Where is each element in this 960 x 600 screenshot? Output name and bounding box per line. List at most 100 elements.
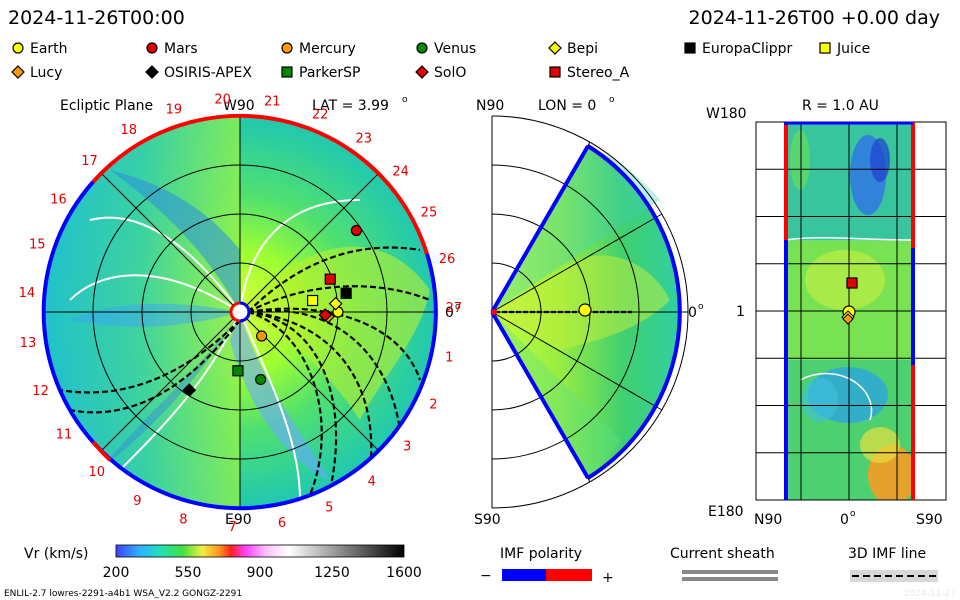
meridional-lon-label: LON = 0 [538, 98, 596, 114]
footer-right: 2024-11-27 [904, 589, 956, 599]
colorbar-tick-label: 900 [247, 565, 274, 581]
object-legend: Earth Mars Mercury Venus Bepi EuropaClippr Jui… [11, 41, 870, 81]
ecliptic-objects [182, 224, 363, 397]
legend-solo-marker [415, 65, 429, 79]
sector-number: 2 [429, 398, 437, 413]
sector-number: 4 [368, 475, 376, 490]
sector-number: 10 [89, 465, 106, 480]
sector-number: 20 [214, 93, 231, 108]
legend-solo-label: SolO [434, 65, 466, 81]
sector-number: 15 [29, 238, 46, 253]
sector-number: 18 [120, 123, 137, 138]
imf-line-title: 3D IMF line [848, 546, 926, 562]
legend-lucy-marker [11, 65, 25, 79]
ecliptic-lat-label: LAT = 3.99 [312, 98, 389, 114]
header-time-right: 2024-11-26T00 +0.00 day [689, 7, 940, 29]
imf-polarity-legend: IMF polarity − + [480, 546, 614, 586]
ecliptic-right-label: 0 [445, 305, 454, 321]
ecliptic-stereo-a-marker [324, 273, 336, 285]
ecliptic-solo-marker [318, 308, 333, 322]
ecliptic-mars-marker [350, 224, 363, 237]
colorbar-tick-label: 1250 [314, 565, 350, 581]
legend-earth-marker [12, 42, 24, 54]
legend-europaclippr-marker [684, 42, 696, 54]
ecliptic-mercury-marker [256, 330, 268, 342]
legend-osiris-apex-marker [145, 65, 159, 79]
imf-polarity-minus: − [480, 568, 492, 584]
sector-number: 3 [403, 440, 411, 455]
sector-number: 23 [355, 131, 372, 146]
legend-parkersp-marker [281, 66, 293, 78]
legend-earth-label: Earth [30, 41, 68, 57]
imf-polarity-title: IMF polarity [500, 546, 582, 562]
legend-europaclippr-label: EuropaClippr [702, 41, 793, 57]
legend-mars-label: Mars [164, 41, 198, 57]
sector-number: 7 [228, 520, 236, 535]
meridional-lon-degree: o [609, 95, 615, 105]
ecliptic-title: Ecliptic Plane [60, 98, 153, 114]
map-panel: R = 1.0 AU W180 1 E180 [706, 98, 947, 528]
legend-juice-marker [819, 42, 831, 54]
footer-left: ENLIL-2.7 lowres-2291-a4b1 WSA_V2.2 GONG… [4, 589, 242, 599]
sector-number: 27 [446, 301, 463, 316]
legend-parkersp-label: ParkerSP [299, 65, 360, 81]
current-sheath-legend: Current sheath [670, 546, 778, 581]
sector-number: 5 [325, 500, 333, 515]
ecliptic-bottom-label: E90 [225, 512, 252, 528]
legend-stereo-a-marker [549, 66, 561, 78]
sector-number: 17 [81, 154, 98, 169]
ecliptic-venus-marker [255, 373, 267, 386]
velocity-colorbar: Vr (km/s) 200 550 900 1250 1600 [24, 544, 422, 581]
colorbar-tick-label: 550 [175, 565, 202, 581]
imf-polarity-plus: + [602, 570, 614, 586]
ecliptic-juice-marker [306, 294, 319, 307]
ecliptic-panel: Ecliptic Plane LAT = 3.99 o [19, 93, 463, 535]
meridional-right-label: 0 [688, 305, 697, 321]
map-title: R = 1.0 AU [802, 98, 879, 114]
colorbar-tick-label: 200 [103, 565, 130, 581]
map-mid-left-label: 1 [736, 304, 745, 320]
legend-mars-marker [146, 42, 158, 54]
sector-number: 13 [20, 336, 37, 351]
sector-number: 19 [166, 102, 183, 117]
legend-stereo-a-label: Stereo_A [567, 65, 630, 81]
ecliptic-parkersp-marker [232, 365, 244, 377]
sector-number: 26 [439, 252, 456, 267]
sector-number: 9 [133, 494, 141, 509]
legend-venus-marker [416, 42, 428, 54]
legend-osiris-apex-label: OSIRIS-APEX [164, 65, 252, 81]
ecliptic-osiris-apex-marker [182, 383, 197, 397]
legend-venus-label: Venus [434, 41, 476, 57]
map-bottom-left-label: E180 [708, 504, 744, 520]
meridional-panel: N90 LON = 0 o 0 o S90 [474, 95, 704, 528]
sector-number: 14 [19, 286, 36, 301]
map-stereo-a-marker [846, 277, 858, 289]
ecliptic-right-degree: o [455, 302, 461, 312]
current-sheath-title: Current sheath [670, 546, 775, 562]
map-x-left-label: N90 [754, 512, 782, 528]
colorbar-title: Vr (km/s) [24, 546, 88, 562]
sector-number: 24 [392, 165, 409, 180]
legend-mercury-label: Mercury [299, 41, 356, 57]
sector-number: 1 [445, 350, 453, 365]
legend-lucy-label: Lucy [30, 65, 62, 81]
legend-bepi-marker [548, 41, 562, 55]
sector-number: 8 [179, 512, 187, 527]
map-lucy-marker [842, 313, 854, 325]
meridional-bottom-label: S90 [474, 512, 501, 528]
sector-number: 16 [50, 193, 67, 208]
sector-number: 6 [278, 516, 286, 531]
sector-number: 25 [421, 206, 438, 221]
ecliptic-bepi-marker [328, 296, 343, 311]
map-x-mid-degree: o [850, 509, 856, 519]
colorbar-tick-label: 1600 [386, 565, 422, 581]
legend-mercury-marker [281, 42, 293, 54]
imf-line-legend: 3D IMF line [848, 546, 938, 582]
header-time-left: 2024-11-26T00:00 [8, 7, 185, 29]
sector-number: 21 [264, 94, 281, 109]
ecliptic-lat-degree: o [402, 95, 408, 105]
meridional-right-degree: o [698, 302, 704, 312]
legend-juice-label: Juice [836, 41, 870, 57]
